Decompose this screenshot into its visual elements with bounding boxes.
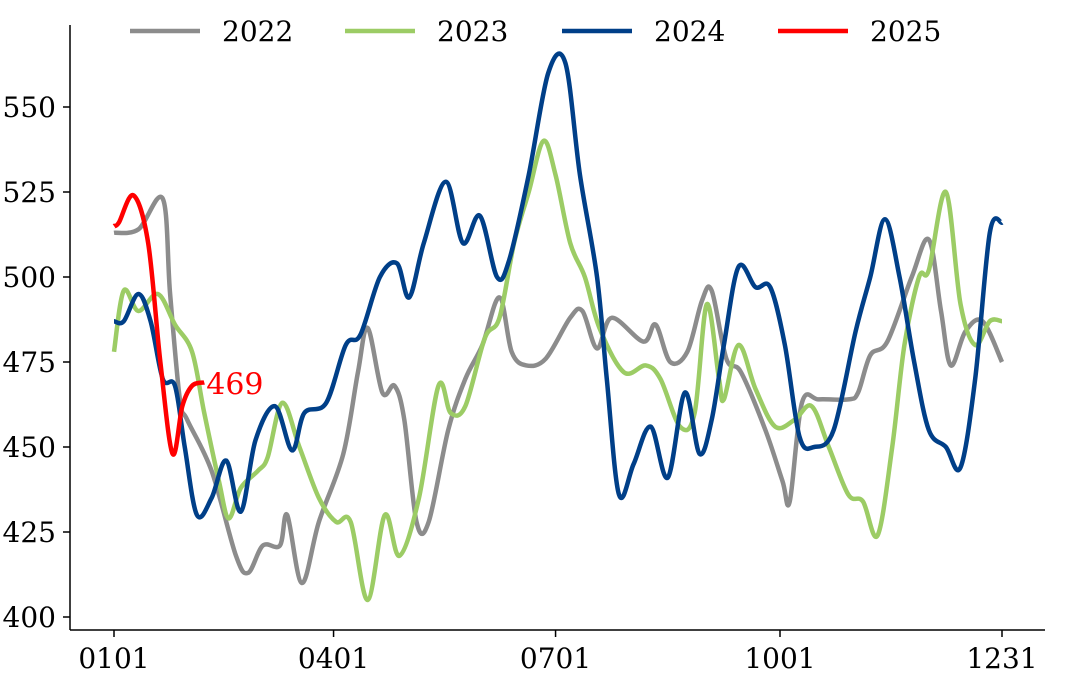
x-axis-ticks: 0101 0401 0701 1001 1231 [78, 630, 1038, 675]
x-tick-label: 0701 [520, 642, 591, 675]
y-tick-label: 550 [3, 91, 56, 124]
legend-label-2022: 2022 [222, 15, 293, 48]
series-line-2022 [113, 194, 1005, 586]
series-line-2025 [112, 193, 205, 457]
y-tick-label: 525 [3, 176, 56, 209]
y-tick-label: 450 [3, 431, 56, 464]
y-tick-label: 400 [3, 601, 56, 634]
legend-label-2024: 2024 [654, 15, 725, 48]
x-tick-label: 1001 [744, 642, 815, 675]
legend-label-2025: 2025 [870, 15, 941, 48]
x-tick-label: 1231 [966, 642, 1037, 675]
x-tick-label: 0401 [298, 642, 369, 675]
y-axis-ticks: 400 425 450 475 500 525 550 [3, 91, 70, 634]
y-tick-label: 425 [3, 516, 56, 549]
series-line-2024 [113, 51, 1005, 520]
legend-label-2023: 2023 [437, 15, 508, 48]
series-line-2023 [111, 138, 1003, 603]
y-tick-label: 500 [3, 261, 56, 294]
end-value-label: 469 [206, 367, 263, 402]
y-tick-label: 475 [3, 346, 56, 379]
series-layer [111, 51, 1005, 603]
legend: 2022 2023 2024 2025 [130, 15, 941, 48]
x-tick-label: 0101 [78, 642, 149, 675]
